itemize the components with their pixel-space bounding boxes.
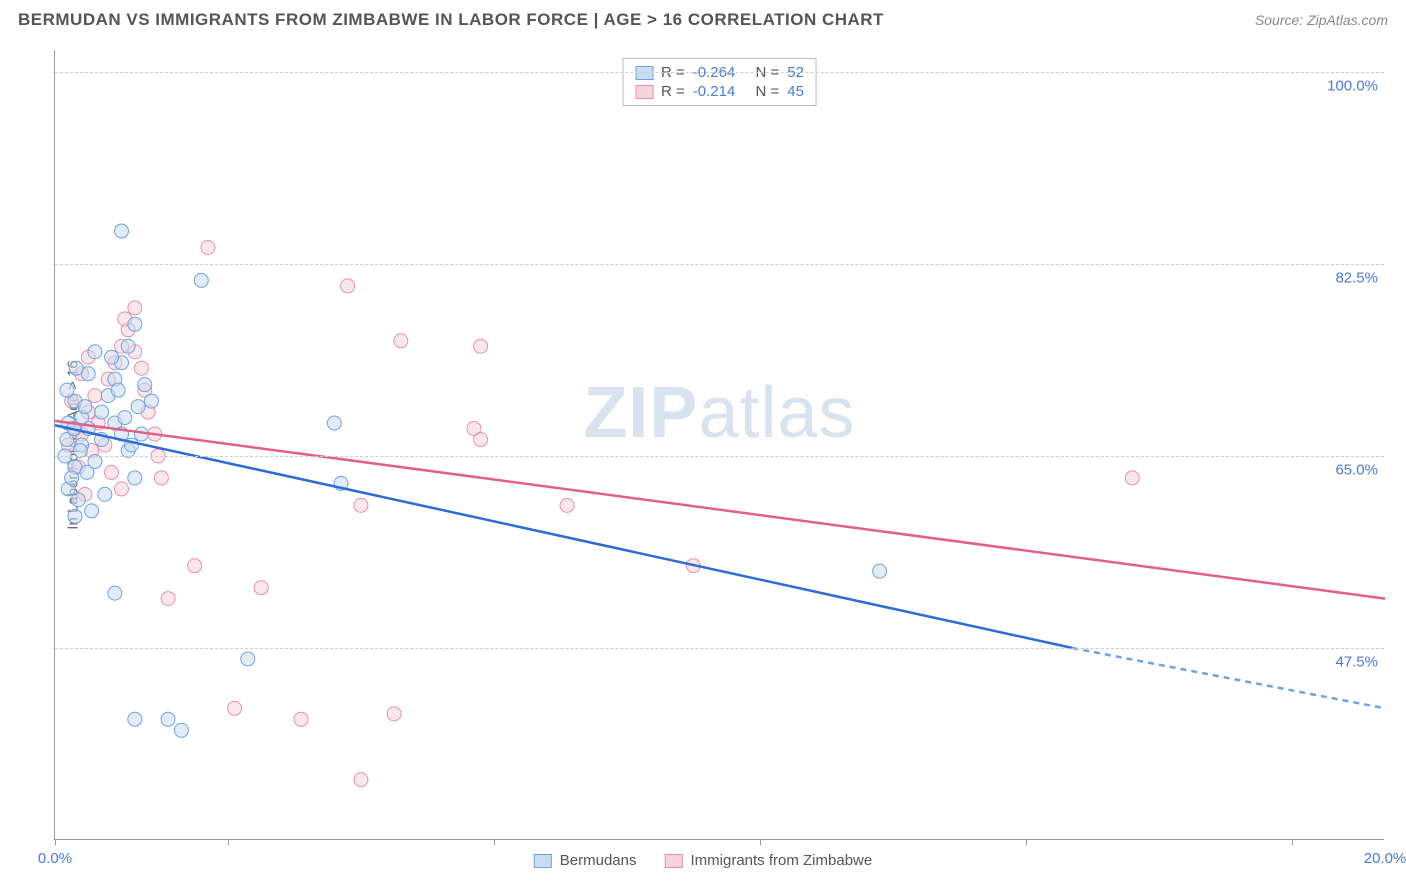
y-tick-label: 47.5%	[1335, 653, 1378, 670]
data-point	[188, 559, 202, 573]
x-tick	[1292, 839, 1293, 845]
legend-label-a: Bermudans	[560, 852, 637, 869]
swatch-b	[635, 85, 653, 99]
data-point	[560, 498, 574, 512]
data-point	[138, 378, 152, 392]
data-point	[128, 317, 142, 331]
gridline	[55, 456, 1384, 457]
data-point	[105, 350, 119, 364]
data-point	[161, 712, 175, 726]
r-label: R =	[661, 83, 685, 100]
x-tick	[1026, 839, 1027, 845]
data-point	[68, 509, 82, 523]
data-point	[228, 701, 242, 715]
data-point	[254, 581, 268, 595]
data-point	[108, 586, 122, 600]
swatch-a	[534, 854, 552, 868]
chart-title: BERMUDAN VS IMMIGRANTS FROM ZIMBABWE IN …	[18, 10, 884, 30]
n-label: N =	[756, 83, 780, 100]
header-bar: BERMUDAN VS IMMIGRANTS FROM ZIMBABWE IN …	[0, 0, 1406, 36]
legend-label-b: Immigrants from Zimbabwe	[691, 852, 873, 869]
legend-item-b: Immigrants from Zimbabwe	[665, 852, 873, 869]
x-tick	[55, 839, 56, 845]
data-point	[71, 493, 85, 507]
y-tick-label: 65.0%	[1335, 461, 1378, 478]
stats-row-b: R = -0.214 N = 45	[635, 82, 804, 101]
data-point	[354, 773, 368, 787]
data-point	[873, 564, 887, 578]
data-point	[474, 433, 488, 447]
data-point	[474, 339, 488, 353]
data-point	[241, 652, 255, 666]
data-point	[88, 345, 102, 359]
data-point	[327, 416, 341, 430]
data-point	[115, 482, 129, 496]
data-point	[111, 383, 125, 397]
data-point	[128, 712, 142, 726]
swatch-b	[665, 854, 683, 868]
data-point	[78, 400, 92, 414]
data-point	[174, 723, 188, 737]
data-point	[115, 224, 129, 238]
data-point	[88, 389, 102, 403]
data-point	[1125, 471, 1139, 485]
data-point	[80, 465, 94, 479]
y-tick-label: 100.0%	[1327, 77, 1378, 94]
data-point	[121, 339, 135, 353]
data-point	[161, 592, 175, 606]
chart-area: In Labor Force | Age > 16 ZIPatlas R = -…	[54, 50, 1384, 840]
x-tick-label-left: 0.0%	[38, 850, 72, 867]
data-point	[95, 405, 109, 419]
plot-svg	[55, 50, 1384, 839]
x-tick	[494, 839, 495, 845]
data-point	[105, 465, 119, 479]
data-point	[85, 504, 99, 518]
data-point	[131, 400, 145, 414]
data-point	[354, 498, 368, 512]
data-point	[98, 487, 112, 501]
data-point	[118, 411, 132, 425]
data-point	[387, 707, 401, 721]
gridline	[55, 264, 1384, 265]
legend-item-a: Bermudans	[534, 852, 637, 869]
data-point	[65, 471, 79, 485]
data-point	[69, 361, 83, 375]
data-point	[134, 361, 148, 375]
data-point	[128, 301, 142, 315]
r-value-b: -0.214	[693, 83, 736, 100]
bottom-legend: Bermudans Immigrants from Zimbabwe	[534, 852, 872, 869]
x-tick	[760, 839, 761, 845]
data-point	[128, 471, 142, 485]
data-point	[194, 273, 208, 287]
data-point	[394, 334, 408, 348]
data-point	[60, 383, 74, 397]
data-point	[341, 279, 355, 293]
data-point	[201, 241, 215, 255]
data-point	[144, 394, 158, 408]
x-tick-label-right: 20.0%	[1364, 850, 1406, 867]
data-point	[154, 471, 168, 485]
y-tick-label: 82.5%	[1335, 269, 1378, 286]
gridline	[55, 648, 1384, 649]
stats-legend: R = -0.264 N = 52 R = -0.214 N = 45	[622, 58, 817, 106]
data-point	[294, 712, 308, 726]
x-tick	[228, 839, 229, 845]
gridline	[55, 72, 1384, 73]
n-value-b: 45	[787, 83, 804, 100]
source-label: Source: ZipAtlas.com	[1255, 12, 1388, 28]
